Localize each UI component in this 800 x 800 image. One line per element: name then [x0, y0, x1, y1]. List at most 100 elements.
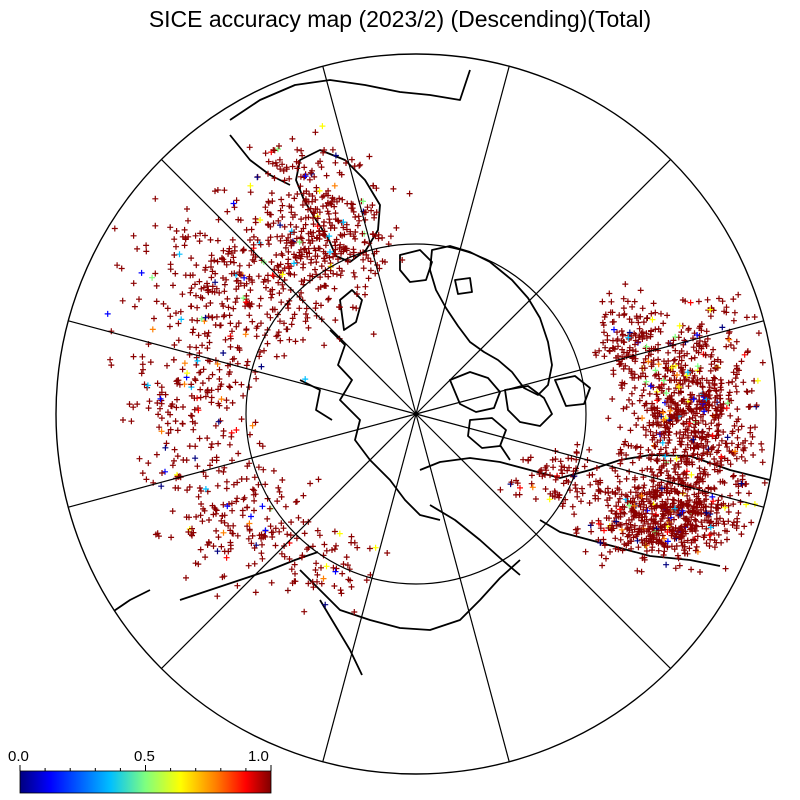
accuracy-marker [212, 506, 219, 513]
accuracy-marker [364, 204, 371, 211]
accuracy-marker [337, 587, 344, 594]
accuracy-marker [347, 251, 354, 258]
accuracy-marker [246, 520, 253, 527]
accuracy-marker [293, 224, 300, 230]
accuracy-marker [608, 526, 615, 533]
accuracy-marker [735, 291, 742, 298]
accuracy-marker [629, 499, 636, 506]
accuracy-marker [744, 348, 751, 355]
accuracy-marker [185, 217, 191, 224]
accuracy-marker [200, 469, 207, 476]
accuracy-marker [158, 389, 165, 396]
svalbard [399, 249, 433, 283]
accuracy-marker [626, 336, 633, 342]
accuracy-marker [202, 232, 208, 239]
accuracy-marker [196, 435, 203, 442]
accuracy-marker [732, 375, 739, 382]
accuracy-marker [193, 361, 200, 368]
accuracy-marker [262, 533, 269, 540]
accuracy-marker [720, 429, 727, 435]
accuracy-marker [550, 464, 557, 471]
accuracy-marker [679, 507, 686, 514]
accuracy-marker [262, 204, 269, 211]
accuracy-marker [740, 447, 747, 454]
accuracy-marker [692, 412, 699, 419]
accuracy-marker [622, 438, 629, 445]
accuracy-marker [154, 530, 161, 537]
accuracy-marker [592, 492, 599, 499]
accuracy-marker [649, 539, 656, 546]
accuracy-marker [245, 562, 252, 569]
accuracy-marker [202, 264, 209, 271]
accuracy-marker [231, 204, 238, 211]
accuracy-marker [191, 376, 198, 382]
accuracy-marker [711, 380, 718, 387]
accuracy-marker [684, 537, 691, 544]
accuracy-marker [292, 338, 299, 345]
accuracy-marker [689, 522, 696, 529]
accuracy-marker [711, 484, 718, 491]
greenland-coast [429, 245, 553, 396]
accuracy-marker [557, 458, 564, 465]
accuracy-marker [696, 465, 703, 472]
accuracy-marker [654, 482, 661, 489]
accuracy-marker [204, 388, 211, 395]
accuracy-marker [235, 283, 242, 290]
accuracy-marker [649, 547, 655, 554]
accuracy-marker [195, 561, 202, 568]
accuracy-marker [641, 365, 648, 372]
accuracy-marker [748, 440, 755, 447]
accuracy-marker [698, 519, 705, 526]
accuracy-marker [625, 540, 632, 547]
accuracy-marker [678, 458, 685, 465]
accuracy-marker [605, 502, 612, 509]
accuracy-marker [690, 396, 697, 403]
accuracy-marker [318, 164, 325, 171]
accuracy-marker [704, 471, 711, 478]
accuracy-marker [344, 562, 351, 569]
accuracy-marker [666, 428, 673, 435]
accuracy-marker [693, 504, 700, 511]
accuracy-marker [695, 298, 702, 305]
accuracy-marker [314, 527, 321, 534]
accuracy-marker [665, 386, 672, 392]
accuracy-marker [621, 441, 627, 448]
accuracy-marker [637, 450, 644, 457]
accuracy-marker [610, 337, 616, 344]
accuracy-marker [318, 263, 325, 270]
accuracy-marker [665, 349, 672, 356]
accuracy-marker [586, 500, 593, 506]
accuracy-marker [338, 248, 345, 255]
accuracy-marker [288, 566, 295, 573]
accuracy-marker [724, 444, 731, 450]
accuracy-marker [138, 269, 145, 276]
accuracy-marker [141, 381, 148, 388]
accuracy-marker [186, 443, 193, 450]
accuracy-marker [215, 467, 222, 474]
accuracy-marker [603, 555, 609, 562]
accuracy-marker [213, 313, 220, 320]
accuracy-marker [151, 315, 157, 322]
accuracy-marker [181, 226, 188, 233]
accuracy-marker [635, 319, 642, 326]
accuracy-marker [173, 404, 180, 411]
accuracy-marker [268, 211, 274, 218]
accuracy-marker [663, 399, 670, 406]
accuracy-marker [234, 295, 240, 302]
accuracy-marker [707, 313, 714, 320]
accuracy-marker [715, 497, 722, 504]
accuracy-marker [625, 334, 632, 341]
accuracy-marker [284, 326, 291, 333]
accuracy-marker [704, 335, 711, 342]
accuracy-marker [277, 222, 284, 229]
accuracy-marker [626, 344, 633, 351]
accuracy-marker [722, 440, 729, 447]
accuracy-marker [230, 481, 237, 488]
accuracy-marker [208, 441, 215, 447]
accuracy-marker [174, 396, 180, 403]
accuracy-marker [643, 378, 650, 385]
accuracy-marker [159, 470, 165, 476]
accuracy-marker [305, 206, 311, 213]
accuracy-marker [206, 358, 213, 365]
accuracy-marker [350, 269, 357, 276]
